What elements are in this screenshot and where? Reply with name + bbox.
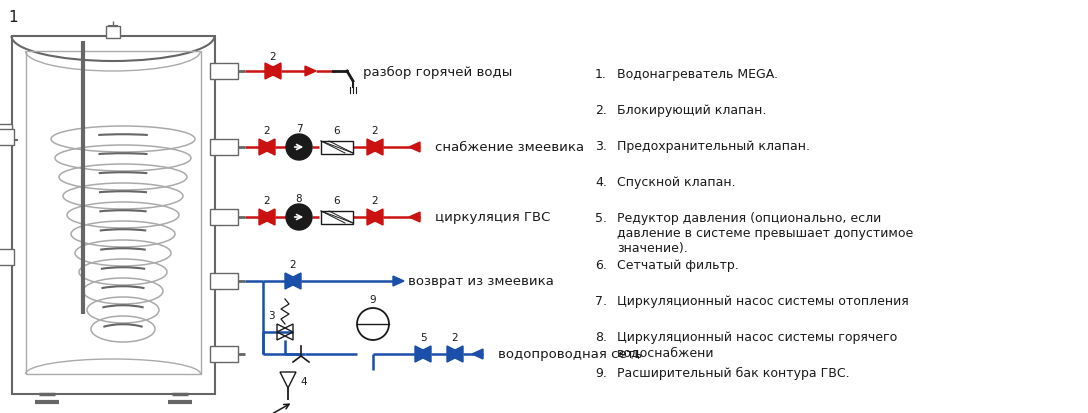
Text: снабжение змеевика: снабжение змеевика: [435, 141, 584, 154]
Bar: [106, 27, 120, 39]
Polygon shape: [367, 140, 383, 156]
Text: 2: 2: [270, 52, 276, 62]
Text: 9: 9: [370, 294, 376, 304]
Text: 7.: 7.: [595, 294, 607, 307]
Text: 6: 6: [334, 126, 341, 136]
Circle shape: [286, 135, 312, 161]
Bar: [0, 249, 14, 266]
Polygon shape: [367, 209, 383, 225]
Text: Циркуляционный насос системы горячего: Циркуляционный насос системы горячего: [617, 330, 898, 343]
Text: 2.: 2.: [595, 104, 607, 117]
Text: Циркуляционный насос системы отопления: Циркуляционный насос системы отопления: [617, 294, 908, 307]
Text: 5: 5: [420, 332, 426, 342]
Bar: [321, 142, 353, 154]
Polygon shape: [367, 140, 383, 156]
Polygon shape: [259, 140, 275, 156]
Polygon shape: [265, 64, 281, 80]
Polygon shape: [259, 209, 275, 225]
Polygon shape: [415, 346, 431, 362]
Bar: [0, 125, 12, 141]
Polygon shape: [367, 209, 383, 225]
Text: водопроводная сеть: водопроводная сеть: [498, 348, 642, 361]
Text: 7: 7: [296, 124, 302, 134]
Text: 4: 4: [300, 376, 307, 386]
Text: циркуляция ГВС: циркуляция ГВС: [435, 211, 551, 224]
Circle shape: [286, 204, 312, 230]
Polygon shape: [259, 209, 275, 225]
Polygon shape: [447, 346, 463, 362]
Text: 3: 3: [268, 310, 274, 320]
Polygon shape: [285, 273, 301, 289]
Text: 2: 2: [452, 332, 458, 342]
Bar: [210, 64, 238, 80]
Polygon shape: [285, 273, 301, 289]
Text: Спускной клапан.: Спускной клапан.: [617, 176, 735, 189]
Polygon shape: [393, 276, 404, 286]
Text: 1.: 1.: [595, 68, 607, 81]
Text: Блокирующий клапан.: Блокирующий клапан.: [617, 104, 766, 117]
Text: 2: 2: [263, 126, 270, 136]
Text: Водонагреватель MEGA.: Водонагреватель MEGA.: [617, 68, 778, 81]
Text: водоснабжени: водоснабжени: [617, 345, 715, 358]
Polygon shape: [409, 213, 420, 223]
Text: Предохранительный клапан.: Предохранительный клапан.: [617, 140, 809, 153]
Bar: [210, 209, 238, 225]
Bar: [210, 140, 238, 156]
Text: 2: 2: [372, 195, 379, 206]
Bar: [210, 273, 238, 289]
Polygon shape: [415, 346, 431, 362]
Polygon shape: [409, 143, 420, 152]
Text: 6.: 6.: [595, 259, 607, 271]
Polygon shape: [447, 346, 463, 362]
Polygon shape: [265, 64, 281, 80]
Text: значение).: значение).: [617, 242, 688, 254]
Text: 9.: 9.: [595, 366, 607, 379]
Text: давление в системе превышает допустимое: давление в системе превышает допустимое: [617, 226, 913, 240]
Text: 2: 2: [372, 126, 379, 136]
Text: возврат из змеевика: возврат из змеевика: [408, 275, 554, 288]
Text: 8.: 8.: [595, 330, 607, 343]
Text: 8: 8: [296, 194, 302, 204]
Polygon shape: [472, 349, 483, 359]
Text: 4.: 4.: [595, 176, 607, 189]
Text: 5.: 5.: [595, 211, 607, 224]
Bar: [321, 211, 353, 224]
Text: 2: 2: [289, 259, 296, 269]
Bar: [0, 130, 14, 146]
Text: 6: 6: [334, 195, 341, 206]
Text: 2: 2: [263, 195, 270, 206]
Text: Сетчатый фильтр.: Сетчатый фильтр.: [617, 259, 739, 271]
Text: Расширительный бак контура ГВС.: Расширительный бак контура ГВС.: [617, 366, 850, 379]
Polygon shape: [259, 140, 275, 156]
Text: Редуктор давления (опционально, если: Редуктор давления (опционально, если: [617, 211, 881, 224]
Text: 1: 1: [8, 10, 17, 25]
Polygon shape: [305, 67, 316, 77]
Bar: [210, 346, 238, 362]
Text: разбор горячей воды: разбор горячей воды: [363, 65, 512, 78]
Text: 3.: 3.: [595, 140, 607, 153]
